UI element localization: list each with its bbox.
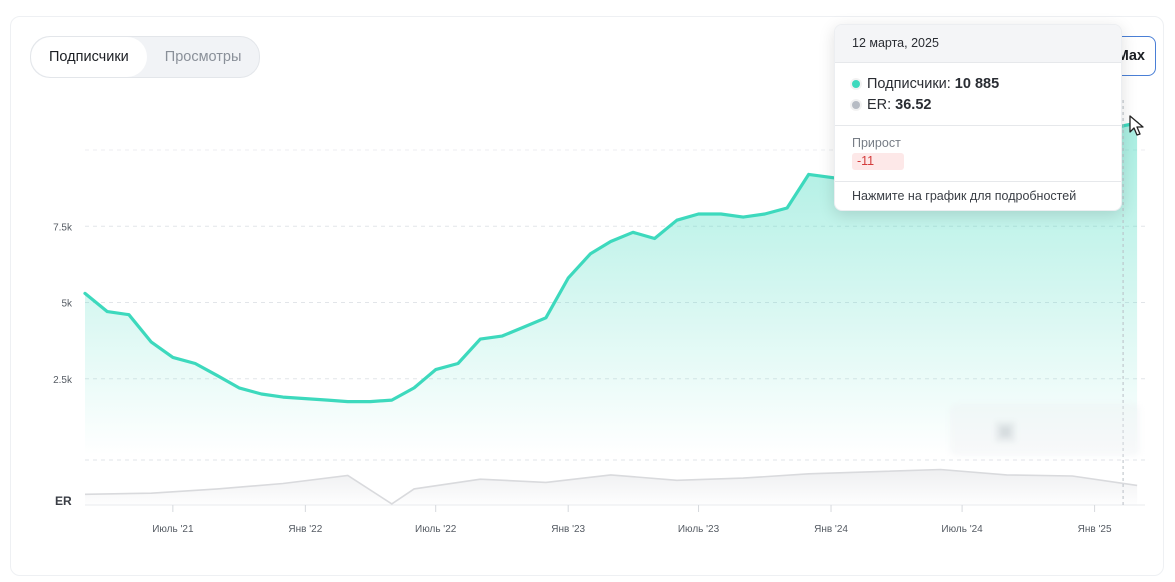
y-tick-label: 5k [61,299,73,310]
er-area [85,469,1138,505]
tooltip-subscribers-value: 10 885 [954,75,1000,92]
tooltip-date: 12 марта, 2025 [835,25,1121,63]
x-tick-label: Янв '24 [814,524,848,535]
x-tick-label: Янв '23 [551,524,585,535]
y-tick-label: 2.5k [53,375,73,386]
tooltip-subscribers-label: Подписчики: [867,75,951,92]
chart-tooltip: 12 марта, 2025 Подписчики: 10 885 ER: 36… [834,24,1122,211]
subscribers-dot-icon [852,79,860,88]
mouse-cursor-icon [1129,115,1144,136]
x-tick-label: Июль '24 [941,524,983,535]
y-tick-label: 7.5k [53,222,73,233]
tooltip-growth-label: Прирост [852,136,901,150]
tooltip-hint: Нажмите на график для подробностей [835,181,1121,210]
x-tick-label: Янв '25 [1078,524,1112,535]
tab-views[interactable]: Просмотры [164,49,242,65]
tooltip-growth-value: -11 [852,153,905,170]
x-tick-label: Янв '22 [288,524,322,535]
metric-tabs: Подписчики Просмотры [30,36,261,78]
watermark-logo: ▣ [950,404,1140,456]
er-axis-label: ER [55,494,72,508]
tooltip-er-value: 36.52 [895,96,932,113]
tooltip-er: ER: 36.52 [835,94,1121,115]
tooltip-er-label: ER: [867,96,892,113]
er-line [84,468,1138,505]
tooltip-subscribers: Подписчики: 10 885 [835,73,1121,94]
x-tick-label: Июль '23 [678,524,720,535]
x-tick-label: Июль '22 [415,524,457,535]
tab-subscribers[interactable]: Подписчики [31,37,147,77]
x-tick-label: Июль '21 [152,524,194,535]
er-dot-icon [852,100,860,109]
